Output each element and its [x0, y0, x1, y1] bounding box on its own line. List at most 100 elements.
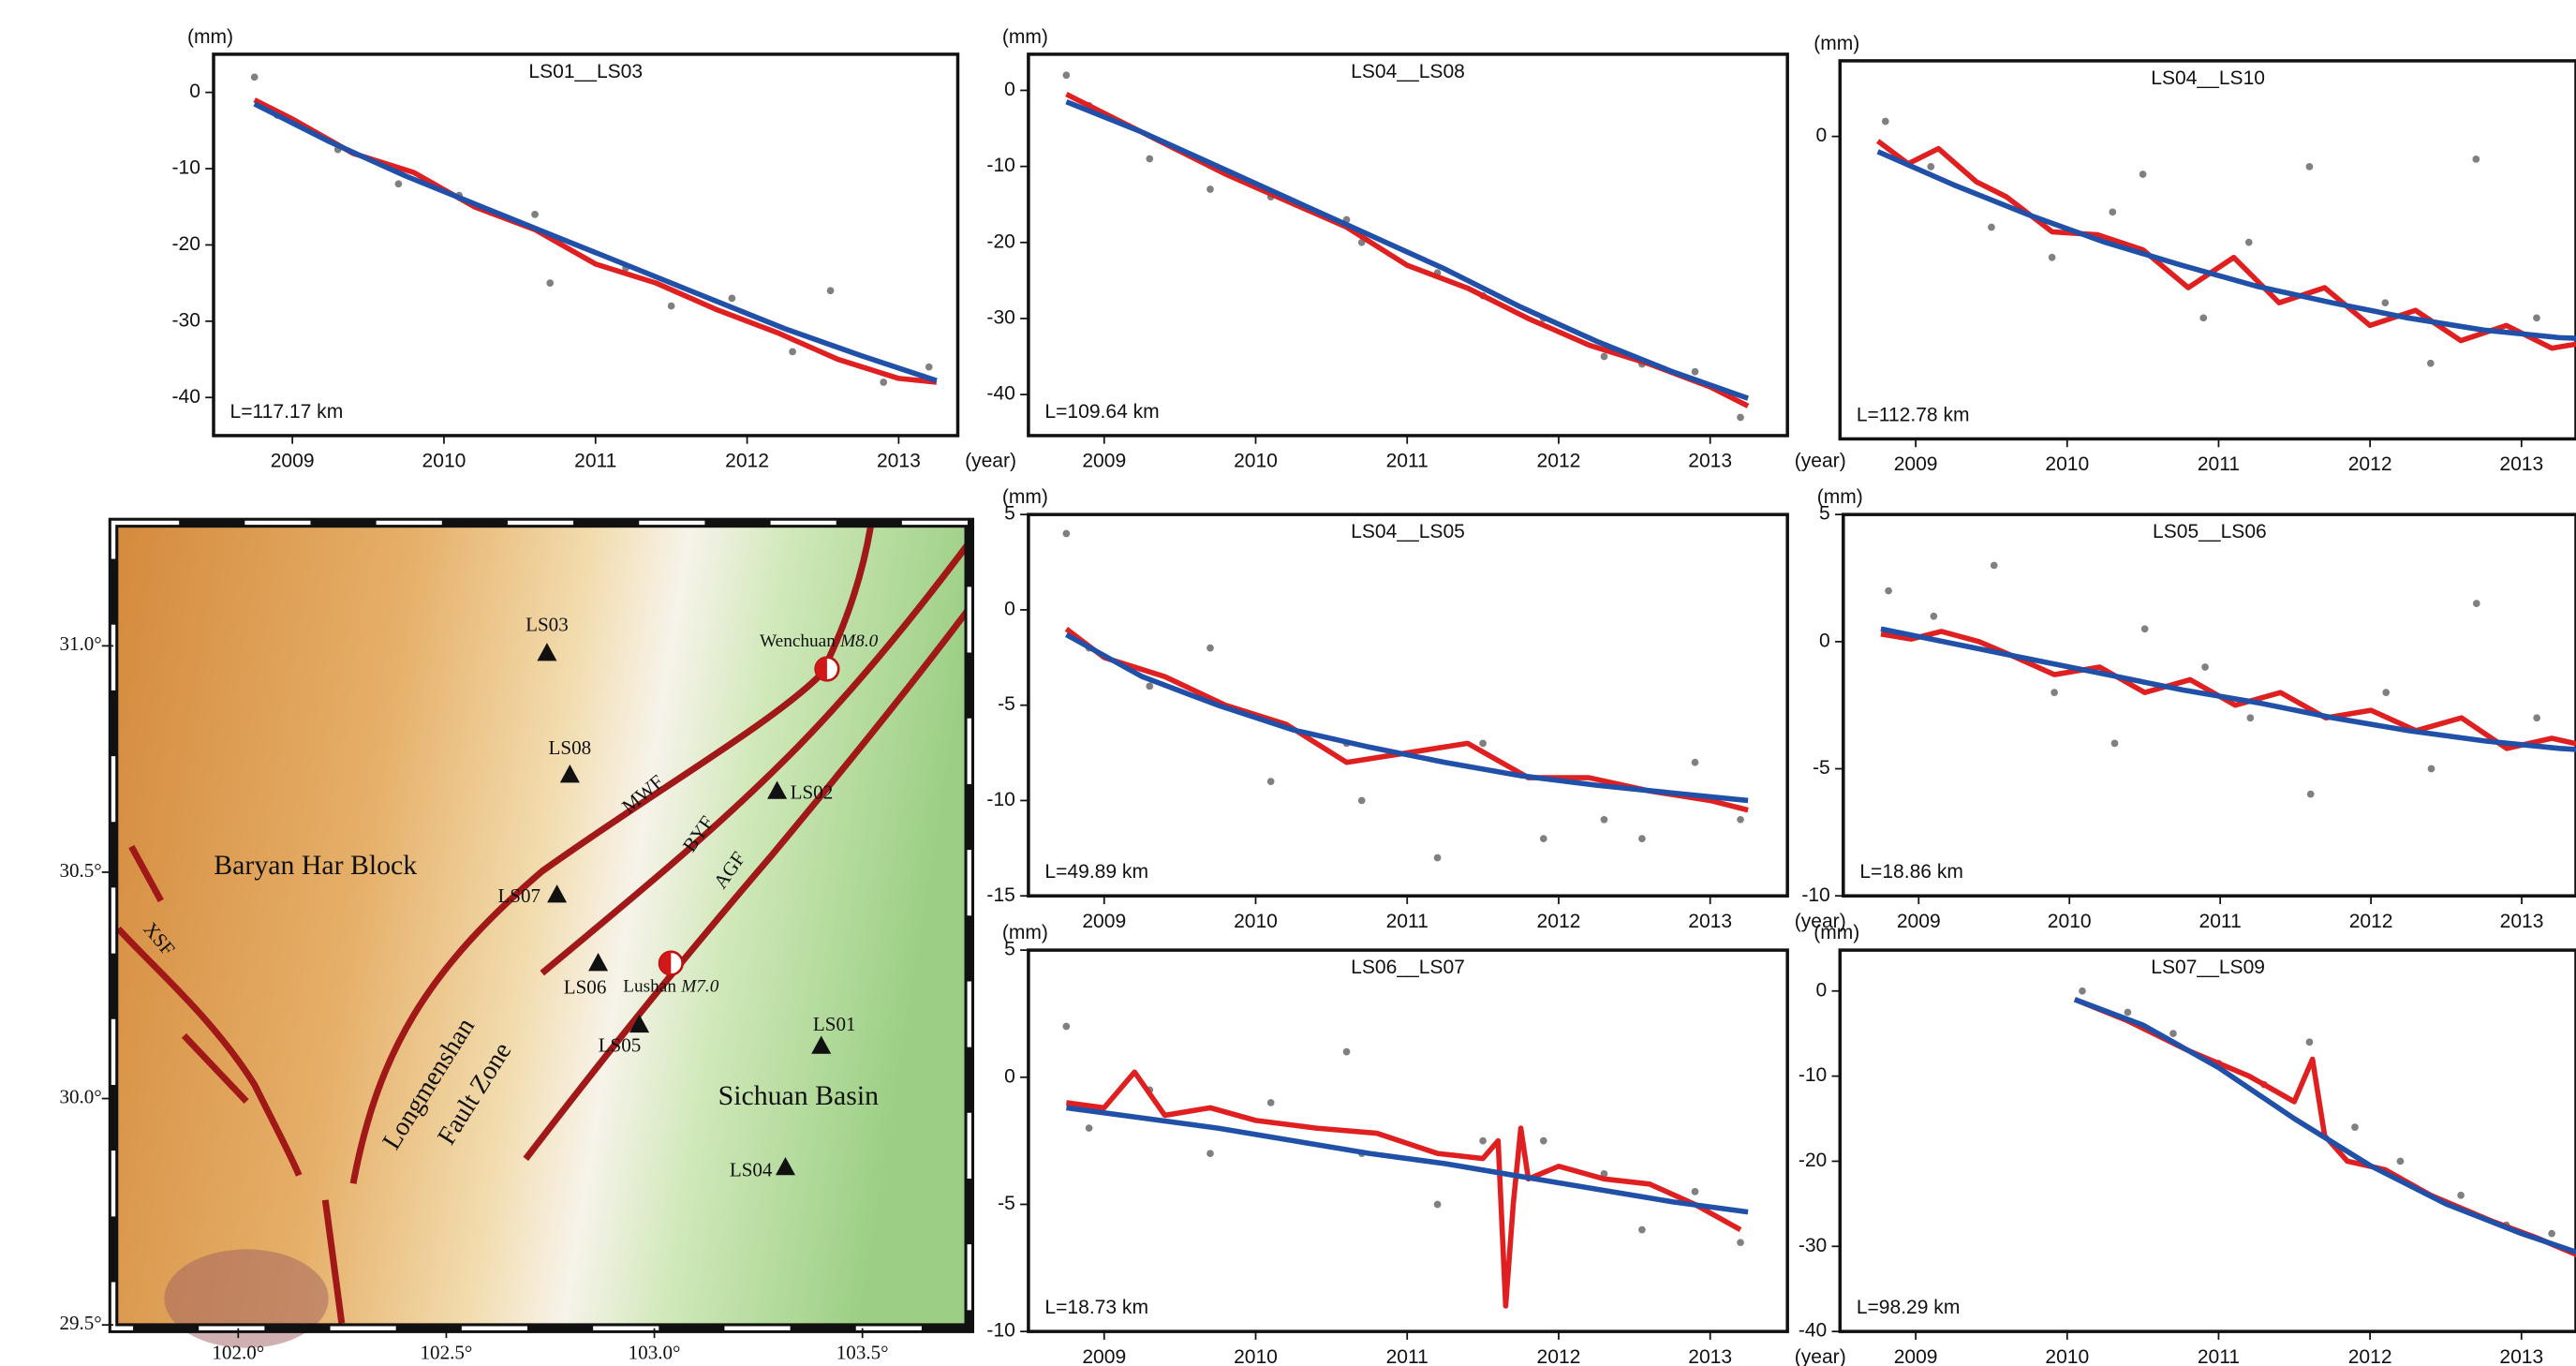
x-tick-label: 2010 [1234, 451, 1278, 472]
station-label: LS03 [526, 613, 569, 635]
series-line [1065, 98, 1750, 401]
event-label: Wenchuan M8.0 [760, 631, 879, 651]
x-axis-label: (year) [965, 451, 1016, 472]
y-axis-label: (mm) [1814, 33, 1859, 54]
observation [1600, 1170, 1608, 1178]
x-tick-label: 2012 [725, 451, 769, 472]
event-name: Lushan [623, 977, 676, 997]
station [559, 765, 580, 783]
y-tick-label: 0 [1004, 1065, 1015, 1087]
observation [925, 363, 933, 371]
panel: 0 2009 2010 2011 2012 2013 LS04__LS10 L=112.78 … [1814, 33, 2576, 475]
x-tick-label: 2011 [2198, 453, 2240, 475]
observation [1539, 1136, 1547, 1145]
event-name: Wenchuan [760, 631, 836, 651]
panel-annotation: L=98.29 km [1857, 1297, 1961, 1318]
observation [2351, 1123, 2359, 1131]
observation [2306, 790, 2315, 798]
lat-tick-label: 29.5° [59, 1312, 101, 1334]
observation [250, 73, 259, 82]
observation [394, 180, 403, 188]
y-tick-label: -40 [1799, 1320, 1827, 1342]
observation [531, 210, 539, 218]
observation [2079, 987, 2086, 995]
x-tick-label: 2012 [2349, 911, 2393, 932]
panel: 5 0 -5 -10 2009 2010 2011 2012 2013 LS05__LS06 L=1… [1801, 486, 2576, 932]
series-line [1066, 1069, 1742, 1309]
x-tick-label: 2012 [2348, 1346, 2392, 1366]
x-axis-label: (year) [1795, 1346, 1846, 1366]
x-tick-label: 2013 [2500, 911, 2544, 932]
observation [2244, 238, 2253, 246]
lon-tick-label: 103.0° [629, 1342, 681, 1364]
epicenter-fill [659, 951, 672, 975]
x-tick-label: 2012 [1537, 911, 1581, 932]
x-tick-label: 2013 [2499, 1346, 2543, 1366]
station [588, 953, 609, 972]
fault-segment [181, 1032, 249, 1104]
y-tick-label: 0 [189, 81, 200, 102]
y-tick-label: 5 [1004, 939, 1015, 960]
observation [2457, 1191, 2465, 1199]
panel-annotation: L=18.86 km [1859, 861, 1963, 883]
plot-frame [1027, 948, 1789, 1333]
panel-title: LS05__LS06 [2153, 521, 2267, 542]
y-tick-label: 5 [1819, 503, 1830, 525]
event-magnitude: M7.0 [680, 977, 719, 997]
plot-area [1062, 71, 1750, 422]
station [767, 780, 788, 799]
panel: 0 -10 -20 -30 -40 2009 2010 2011 2012 2013 LS04__L… [986, 26, 1845, 472]
observation [2533, 714, 2541, 722]
x-tick-label: 2010 [2045, 453, 2089, 475]
map: Baryan Har Block Sichuan Basin Longmensh… [59, 517, 975, 1364]
plot-frame [1838, 948, 2576, 1333]
y-tick-label: -10 [1801, 884, 1829, 906]
y-tick-label: -10 [1799, 1064, 1827, 1086]
observation [2472, 155, 2480, 163]
observation [546, 279, 555, 287]
faults [115, 525, 972, 1324]
y-tick-label: 0 [1816, 125, 1828, 146]
x-tick-label: 2012 [1537, 1346, 1581, 1366]
observation [1691, 758, 1699, 766]
x-tick-label: 2013 [1688, 451, 1732, 472]
panel-annotation: L=117.17 km [230, 401, 344, 423]
observation [1207, 186, 1214, 193]
observation [1691, 1188, 1699, 1195]
observation [1357, 796, 1366, 805]
observation [1990, 561, 1998, 570]
panel-annotation: L=18.73 km [1044, 1297, 1148, 1318]
plot-area [1880, 561, 2576, 798]
x-tick-label: 2011 [1386, 911, 1429, 932]
y-axis-label: (mm) [1814, 922, 1859, 943]
observation [2140, 625, 2149, 633]
station-label: LS08 [549, 736, 592, 759]
event-label: Lushan M7.0 [623, 977, 719, 997]
x-tick-label: 2010 [2045, 1346, 2089, 1366]
y-tick-label: 5 [1004, 503, 1015, 525]
plot-area [1062, 1022, 1749, 1309]
plot-area [2073, 987, 2576, 1257]
y-tick-label: 0 [1004, 598, 1015, 619]
y-tick-label: -5 [998, 1193, 1015, 1214]
y-axis-label: (mm) [1002, 486, 1048, 508]
observation [1600, 815, 1608, 824]
observation [1266, 778, 1275, 785]
map-label: Baryan Har Block [214, 850, 417, 881]
observation [2548, 1229, 2555, 1238]
observation [1737, 815, 1744, 824]
x-tick-label: 2011 [1386, 1346, 1429, 1366]
observation [1881, 117, 1889, 126]
observation [789, 348, 796, 356]
observation [2050, 689, 2058, 696]
panel-title: LS04__LS10 [2151, 67, 2265, 89]
x-tick-label: 2012 [2348, 453, 2392, 475]
panel-title: LS01__LS03 [528, 61, 643, 82]
observation [2426, 359, 2435, 367]
y-axis-label: (mm) [187, 26, 233, 48]
observation [1885, 586, 1892, 595]
panel: 5 0 -5 -10 2009 2010 2011 2012 2013 LS06__LS07 L=1… [986, 922, 1845, 1366]
panel-title: LS07__LS09 [2151, 957, 2265, 978]
observation [2382, 689, 2391, 696]
observation [826, 287, 835, 295]
